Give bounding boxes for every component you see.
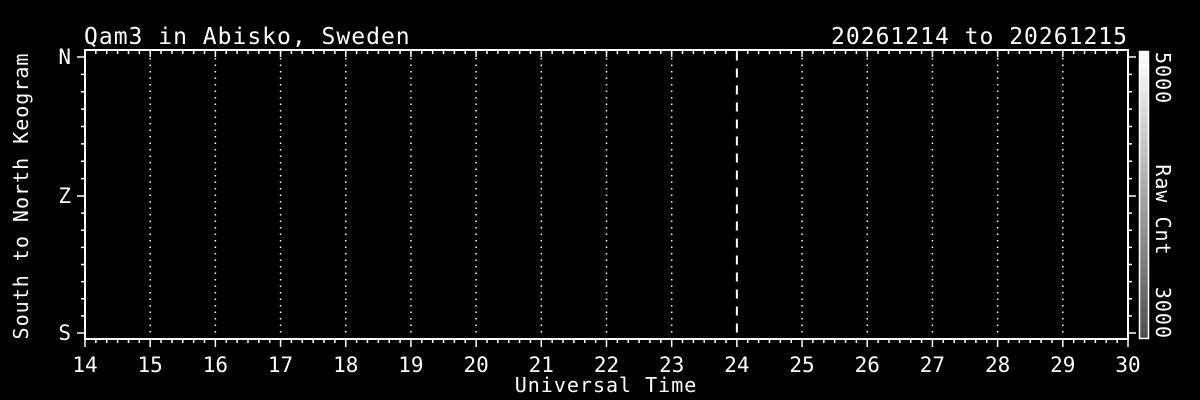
x-tick-label: 18 (333, 353, 358, 377)
date-range-label: 20261214 to 20261215 (831, 24, 1128, 50)
y-tick-label: N (58, 45, 71, 69)
x-tick-label: 23 (659, 353, 684, 377)
y-tick-label: Z (58, 184, 71, 208)
x-tick-label: 26 (855, 353, 880, 377)
x-tick-label: 22 (594, 353, 619, 377)
colorbar-max-label: 5000 (1151, 52, 1175, 104)
x-tick-label: 21 (529, 353, 554, 377)
x-tick-label: 19 (398, 353, 423, 377)
x-tick-label: 30 (1115, 353, 1140, 377)
x-tick-label: 17 (268, 353, 293, 377)
x-tick-label: 27 (920, 353, 945, 377)
chart-title: Qam3 in Abisko, Sweden (84, 24, 411, 50)
x-tick-label: 14 (72, 353, 97, 377)
colorbar-min-label: 3000 (1151, 287, 1175, 339)
plot-area: 14 15 16 17 18 19 20 21 22 23 24 25 26 27 28 29 30 N Z S (58, 45, 1140, 377)
x-tick-label: 15 (138, 353, 163, 377)
colorbar-title: Raw Cnt (1151, 164, 1175, 255)
x-tick-label: 29 (1050, 353, 1075, 377)
y-tick-label: S (58, 321, 71, 345)
x-tick-label: 25 (789, 353, 814, 377)
x-axis-title: Universal Time (515, 373, 698, 397)
x-tick-label: 20 (463, 353, 488, 377)
x-tick-label: 16 (203, 353, 228, 377)
x-tick-label: 24 (724, 353, 749, 377)
y-axis-title: South to North Keogram (9, 53, 33, 340)
colorbar (1138, 50, 1150, 340)
x-tick-label: 28 (985, 353, 1010, 377)
